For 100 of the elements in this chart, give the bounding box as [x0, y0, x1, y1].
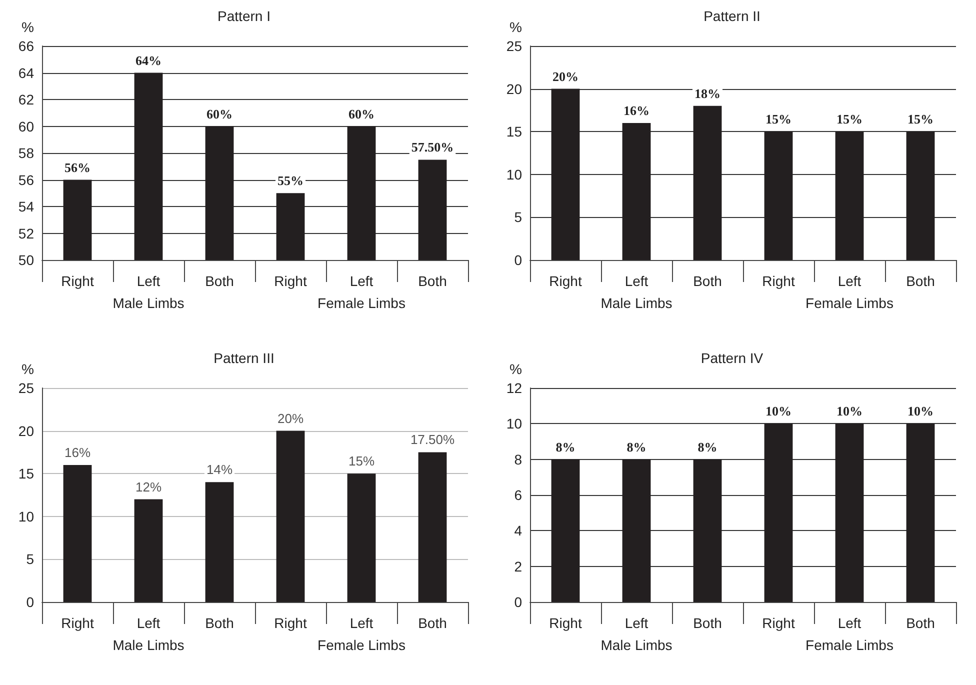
- y-tick-label: 20: [18, 422, 34, 439]
- y-tick-label: 8: [514, 451, 522, 468]
- data-label: 14%: [206, 462, 233, 478]
- text: Female Limbs: [806, 295, 894, 311]
- y-tick-label: 25: [18, 380, 34, 396]
- data-label: 10%: [908, 404, 934, 419]
- data-label: 15%: [766, 112, 792, 127]
- data-label: 15%: [836, 112, 862, 127]
- x-tick-label: Right: [762, 273, 795, 289]
- y-tick-label: 56: [18, 172, 34, 188]
- x-tick-label: Both: [418, 615, 447, 631]
- text: Female Limbs: [318, 637, 406, 653]
- x-tick-label: Right: [61, 273, 94, 289]
- y-tick-label: 60: [18, 118, 34, 134]
- x-tick-label: Both: [205, 273, 234, 289]
- x-tick-label: Left: [838, 615, 862, 631]
- text: Female Limbs: [806, 637, 894, 653]
- data-label: 15%: [348, 454, 375, 469]
- x-tick-label: Left: [350, 615, 374, 631]
- y-axis-title: %: [510, 19, 522, 35]
- y-axis-title: %: [22, 19, 34, 35]
- x-tick-label: Both: [693, 615, 722, 631]
- bar: [551, 88, 580, 260]
- y-axis-title: %: [22, 361, 34, 377]
- y-tick-label: 58: [18, 145, 34, 161]
- y-tick-label: 62: [18, 92, 34, 108]
- y-axis-title: %: [510, 361, 522, 377]
- data-label: 10%: [836, 404, 862, 419]
- data-label: 16%: [64, 445, 91, 460]
- x-tick-label: Left: [624, 615, 648, 631]
- y-tick-label: 15: [506, 124, 522, 140]
- x-tick-label: Right: [549, 273, 582, 289]
- data-label: 60%: [348, 106, 374, 122]
- x-tick-label: Right: [549, 615, 582, 631]
- data-label: 8%: [556, 439, 576, 454]
- data-label: 64%: [136, 52, 162, 68]
- text: Male Limbs: [112, 295, 184, 311]
- data-label: 56%: [64, 160, 90, 175]
- data-label: 12%: [135, 479, 162, 494]
- y-tick-label: 20: [506, 80, 522, 97]
- y-tick-label: 25: [506, 38, 522, 54]
- text: Female Limbs: [318, 295, 406, 311]
- bar: [906, 132, 935, 260]
- bar: [134, 499, 163, 602]
- x-tick-label: Both: [906, 273, 935, 289]
- data-label: 57.50%: [411, 140, 454, 155]
- data-label: 10%: [766, 404, 792, 419]
- bar: [276, 430, 305, 602]
- bar: [622, 123, 651, 260]
- y-tick-label: 54: [18, 198, 34, 214]
- x-tick-label: Right: [61, 615, 94, 631]
- y-tick-label: 66: [18, 38, 34, 54]
- bar: [764, 132, 793, 260]
- data-label: 17.50%: [410, 432, 455, 448]
- y-tick-label: 52: [18, 225, 34, 242]
- data-label: 16%: [624, 103, 650, 118]
- y-tick-label: 4: [514, 522, 522, 539]
- y-tick-label: 10: [506, 416, 522, 432]
- x-tick-label: Both: [906, 615, 935, 631]
- x-tick-label: Right: [274, 273, 307, 289]
- data-label: 15%: [908, 112, 934, 127]
- x-tick-label: Right: [762, 615, 795, 631]
- bar: [835, 132, 864, 260]
- data-label: 60%: [206, 106, 232, 122]
- chart-title: Pattern I: [218, 8, 270, 24]
- text: Male Limbs: [112, 637, 184, 653]
- bar: [418, 452, 447, 602]
- text: Male Limbs: [600, 637, 672, 653]
- y-tick-label: 5: [26, 551, 34, 568]
- x-tick-label: Left: [136, 273, 160, 289]
- y-tick-label: 10: [506, 166, 522, 182]
- x-tick-label: Left: [624, 273, 648, 289]
- data-label: 55%: [278, 173, 304, 188]
- x-tick-label: Left: [350, 273, 374, 289]
- x-tick-label: Right: [274, 615, 307, 631]
- data-label: 8%: [626, 439, 646, 454]
- x-tick-label: Both: [205, 615, 234, 631]
- chart-title: Pattern III: [214, 350, 274, 366]
- bar: [347, 474, 376, 602]
- y-tick-label: 0: [26, 594, 34, 610]
- y-tick-label: 12: [506, 380, 522, 396]
- data-label: 20%: [552, 68, 578, 84]
- text: Male Limbs: [600, 295, 672, 311]
- y-tick-label: 15: [18, 466, 34, 482]
- x-tick-label: Left: [838, 273, 862, 289]
- y-tick-label: 5: [514, 209, 522, 226]
- y-tick-label: 64: [18, 64, 34, 81]
- data-label: 20%: [277, 410, 304, 426]
- y-tick-label: 6: [514, 487, 522, 503]
- y-tick-label: 50: [18, 252, 34, 268]
- bar: [693, 106, 722, 260]
- chart-title: Pattern II: [704, 8, 760, 24]
- y-tick-label: 10: [18, 508, 34, 524]
- y-tick-label: 0: [514, 252, 522, 268]
- x-tick-label: Both: [693, 273, 722, 289]
- data-label: 18%: [694, 86, 720, 101]
- x-tick-label: Left: [136, 615, 160, 631]
- x-tick-label: Both: [418, 273, 447, 289]
- data-label: 8%: [698, 439, 718, 454]
- bar: [205, 482, 234, 602]
